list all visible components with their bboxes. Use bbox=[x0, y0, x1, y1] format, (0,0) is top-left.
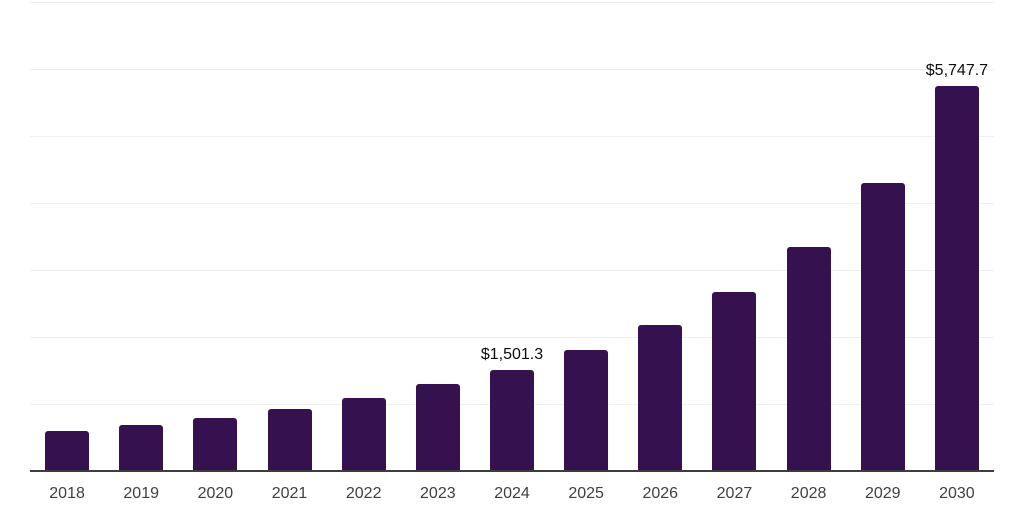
bar-value-label-2024: $1,501.3 bbox=[480, 346, 544, 364]
gridline-7000 bbox=[30, 2, 994, 3]
x-tick-label-2018: 2018 bbox=[49, 485, 85, 502]
bar-2021 bbox=[267, 409, 312, 471]
x-tick-label-2025: 2025 bbox=[568, 485, 604, 502]
x-tick-label-2029: 2029 bbox=[864, 485, 901, 502]
bar-2020 bbox=[193, 418, 238, 471]
x-tick-label-2019: 2019 bbox=[123, 485, 159, 502]
gridline-2000 bbox=[30, 337, 994, 338]
x-tick-label-2021: 2021 bbox=[271, 485, 308, 502]
gridline-3000 bbox=[30, 270, 994, 271]
x-tick-label-2022: 2022 bbox=[345, 485, 382, 502]
bar-2019 bbox=[119, 424, 164, 471]
x-tick-label-2028: 2028 bbox=[790, 485, 827, 502]
bar-2024 bbox=[490, 370, 534, 471]
bar-2029 bbox=[860, 182, 905, 471]
bar-2018 bbox=[45, 430, 90, 471]
x-tick-label-2030: 2030 bbox=[939, 485, 975, 502]
bar-2022 bbox=[341, 397, 386, 471]
plot-area: $1,501.3 $5,747.7 2018 2019 2020 2021 2022 2023… bbox=[30, 0, 994, 512]
x-tick-label-2026: 2026 bbox=[642, 485, 679, 502]
bar-2023 bbox=[415, 383, 460, 471]
bar-2026 bbox=[638, 324, 683, 471]
x-tick-label-2020: 2020 bbox=[197, 485, 234, 502]
bar-value-label-2030: $5,747.7 bbox=[925, 61, 989, 79]
bar-2027 bbox=[712, 291, 757, 471]
x-tick-label-2027: 2027 bbox=[716, 485, 753, 502]
gridline-5000 bbox=[30, 136, 994, 137]
gridline-6000 bbox=[30, 69, 994, 70]
x-tick-label-2023: 2023 bbox=[420, 485, 456, 502]
gridline-4000 bbox=[30, 203, 994, 204]
x-axis-line bbox=[30, 470, 994, 472]
bar-2025 bbox=[564, 349, 609, 471]
x-tick-label-2024: 2024 bbox=[494, 485, 530, 502]
bar-2030 bbox=[934, 85, 979, 471]
bar-2028 bbox=[786, 246, 831, 471]
